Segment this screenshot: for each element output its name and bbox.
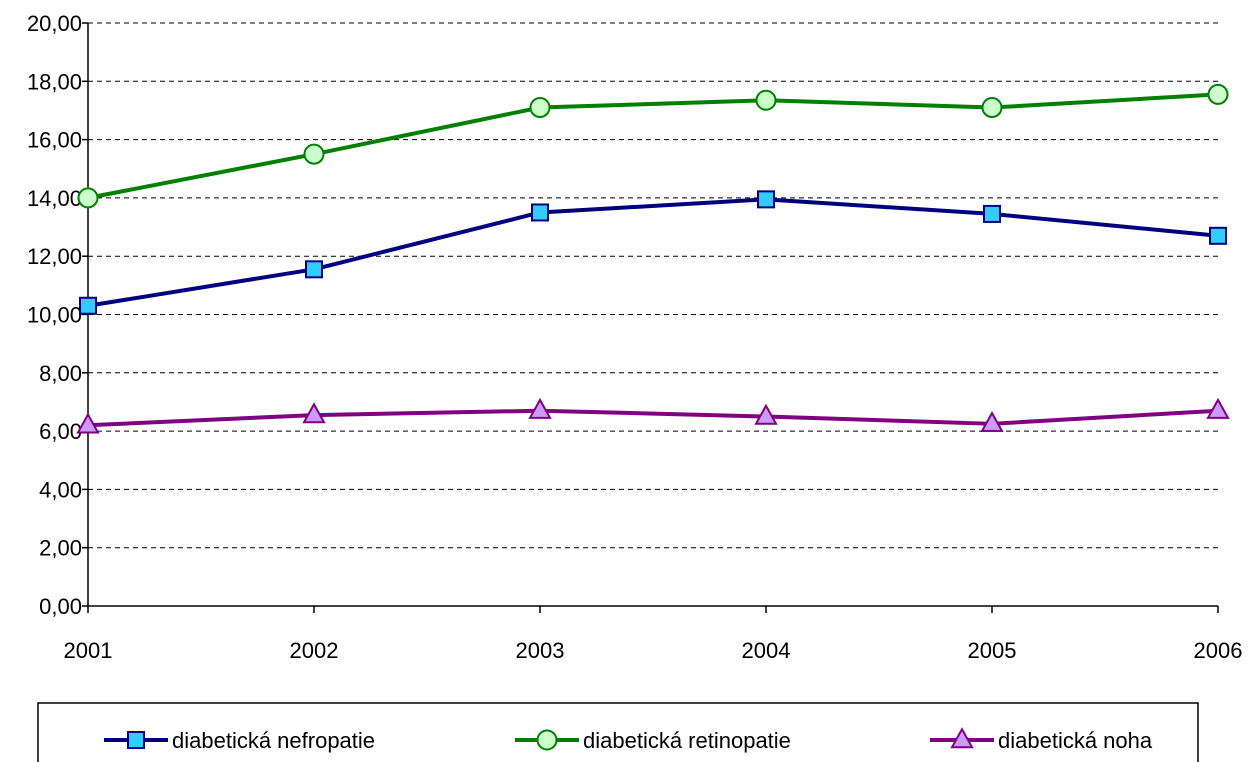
y-tick-label: 6,00 — [39, 419, 82, 444]
data-point-circle — [303, 143, 325, 165]
data-point-triangle — [1206, 397, 1230, 419]
legend-item: diabetická nefropatie — [104, 728, 375, 753]
data-point-square — [983, 204, 1001, 223]
y-tick-label: 0,00 — [39, 594, 82, 619]
y-tick-label: 18,00 — [27, 69, 82, 94]
y-tick-label: 4,00 — [39, 477, 82, 502]
data-point-circle — [1207, 83, 1229, 105]
x-tick-label: 2001 — [64, 638, 113, 663]
data-point-circle — [77, 187, 99, 209]
y-tick-label: 12,00 — [27, 244, 82, 269]
x-axis-ticks: 2001 2002 2003 2004 2005 2006 — [64, 606, 1243, 663]
legend-item: diabetická retinopatie — [515, 728, 791, 753]
data-point-triangle — [302, 402, 326, 424]
y-tick-label: 10,00 — [27, 303, 82, 328]
legend-marker-square — [127, 731, 145, 749]
x-tick-label: 2006 — [1194, 638, 1243, 663]
x-tick-label: 2005 — [968, 638, 1017, 663]
series-line — [87, 197, 1219, 308]
data-point-square — [79, 296, 97, 315]
x-tick-label: 2002 — [290, 638, 339, 663]
data-point-square — [757, 190, 775, 209]
data-point-square — [531, 203, 549, 222]
y-tick-label: 8,00 — [39, 361, 82, 386]
gridlines — [88, 22, 1218, 549]
y-axis-ticks: 0,00 2,00 4,00 6,00 8,00 10,00 12,00 14,00 16,00… — [27, 11, 88, 619]
legend: diabetická nefropatie diabetická retinopa… — [37, 702, 1199, 762]
data-point-square — [305, 260, 323, 279]
axes — [87, 23, 1218, 607]
legend-item: diabetická noha — [930, 727, 1153, 753]
y-tick-label: 2,00 — [39, 536, 82, 561]
series-line — [87, 92, 1219, 200]
x-tick-label: 2004 — [742, 638, 791, 663]
series-lines — [76, 83, 1230, 434]
legend-marker-triangle — [950, 727, 974, 749]
data-point-square — [1209, 226, 1227, 245]
data-point-triangle — [528, 397, 552, 419]
data-point-triangle — [754, 403, 778, 425]
data-point-circle — [529, 97, 551, 119]
y-tick-label: 20,00 — [27, 11, 82, 36]
legend-label: diabetická noha — [998, 728, 1153, 753]
series-line — [87, 408, 1219, 428]
legend-label: diabetická retinopatie — [583, 728, 791, 753]
series-2 — [77, 83, 1229, 209]
x-tick-label: 2003 — [516, 638, 565, 663]
legend-box — [37, 702, 1199, 762]
y-tick-label: 14,00 — [27, 186, 82, 211]
data-point-triangle — [76, 412, 100, 434]
data-point-triangle — [980, 410, 1004, 433]
series-3 — [76, 397, 1230, 434]
data-point-circle — [981, 97, 1003, 119]
data-point-circle — [755, 89, 777, 111]
legend-marker-circle — [536, 729, 558, 751]
series-1 — [79, 190, 1227, 315]
y-tick-label: 16,00 — [27, 128, 82, 153]
legend-label: diabetická nefropatie — [172, 728, 375, 753]
